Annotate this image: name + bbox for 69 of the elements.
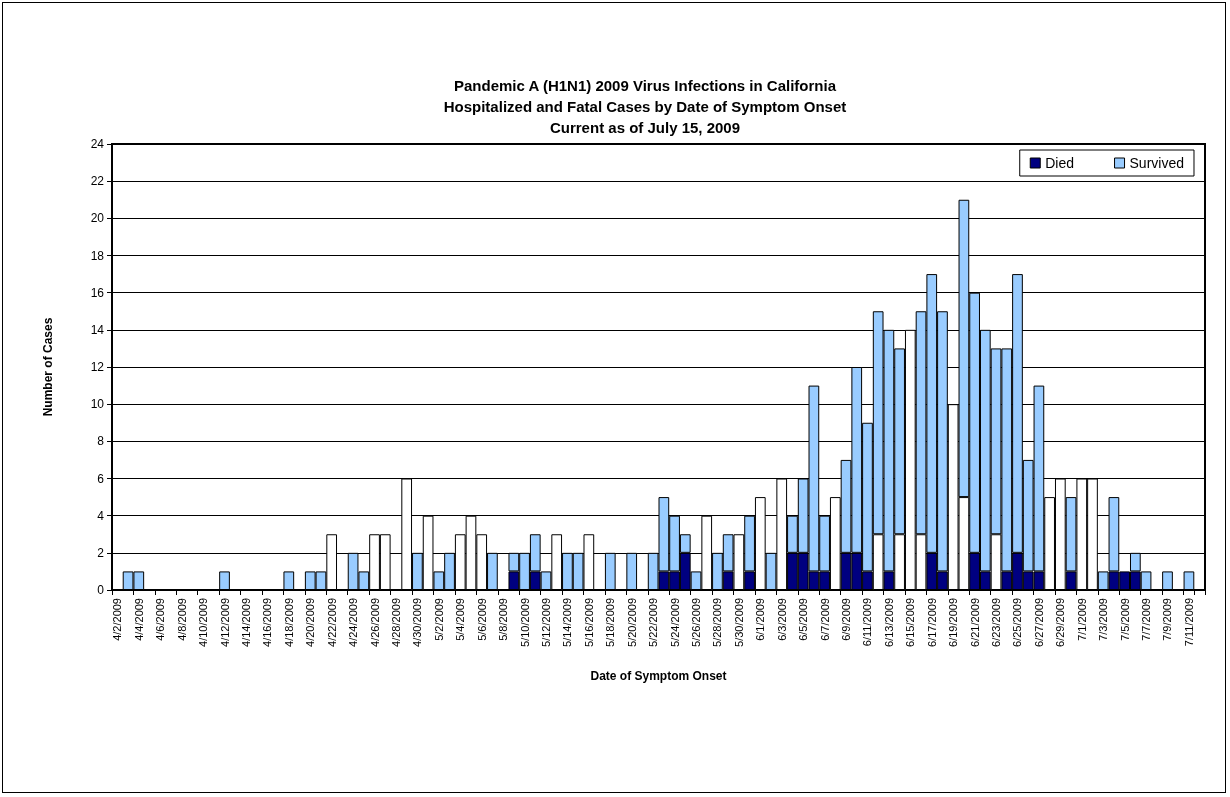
x-tick-label: 6/15/2009 [904,598,917,647]
x-tick-label: 5/10/2009 [518,598,531,647]
x-tick-label: 7/11/2009 [1182,598,1195,647]
y-tick-label: 2 [97,545,105,560]
y-tick-label: 10 [90,397,105,412]
x-tick-label: 5/12/2009 [539,598,552,647]
x-tick-label: 6/7/2009 [818,598,831,641]
y-axis-title: Number of Cases [41,317,55,417]
x-tick-label: 6/11/2009 [861,598,874,647]
x-tick-label: 5/2/2009 [432,598,445,641]
x-tick-label: 4/10/2009 [197,598,210,647]
legend-label: Died [1045,155,1075,171]
x-tick-label: 5/18/2009 [604,598,617,647]
x-tick-label: 4/4/2009 [132,598,145,641]
x-tick-label: 6/27/2009 [1032,598,1045,647]
x-tick-label: 4/28/2009 [389,598,402,647]
x-tick-label: 6/25/2009 [1011,598,1024,647]
y-tick-label: 24 [90,137,105,151]
x-tick-label: 7/5/2009 [1118,598,1131,641]
x-tick-label: 4/26/2009 [368,598,381,647]
x-tick-label: 5/20/2009 [625,598,638,647]
x-tick-label: 6/5/2009 [797,598,810,641]
y-tick-label: 16 [90,285,105,300]
chart-title: Pandemic A (H1N1) 2009 Virus Infections in California Hospitalized and Fatal Cases by Date of Symptom Onset Current as of July 15, 2009 [443,77,847,136]
x-tick-label: 6/13/2009 [882,598,895,647]
x-tick-label: 4/8/2009 [175,598,188,641]
x-tick-label: 4/16/2009 [261,598,274,647]
x-tick-label: 5/8/2009 [497,598,510,641]
y-tick-label: 22 [90,174,105,189]
x-tick-label: 6/17/2009 [925,598,938,647]
x-tick-label: 4/6/2009 [154,598,167,641]
x-tick-label: 7/7/2009 [1140,598,1153,641]
x-tick-label: 5/30/2009 [732,598,745,647]
x-axis-title: Date of Symptom Onset [590,669,727,683]
x-tick-label: 5/26/2009 [690,598,702,647]
legend-label: Survived [1129,155,1184,171]
y-tick-label: 12 [90,360,105,374]
x-tick-label: 5/4/2009 [454,598,467,641]
x-tick-label: 5/16/2009 [582,598,595,647]
x-tick-label: 6/29/2009 [1054,598,1067,647]
y-tick-label: 14 [90,322,105,337]
x-tick-label: 4/18/2009 [282,598,295,647]
x-tick-label: 5/6/2009 [475,598,488,641]
x-tick-label: 4/2/2009 [111,598,124,641]
x-tick-label: 5/22/2009 [647,598,660,647]
x-tick-label: 6/21/2009 [968,598,981,647]
x-tick-label: 5/14/2009 [561,598,574,647]
x-tick-label: 6/19/2009 [947,598,960,647]
x-tick-label: 6/23/2009 [990,598,1003,647]
x-tick-label: 6/9/2009 [840,598,853,641]
x-tick-label: 7/1/2009 [1075,598,1088,641]
x-tick-label: 4/30/2009 [411,598,424,647]
x-tick-label: 4/24/2009 [347,598,360,647]
y-tick-label: 4 [97,508,105,523]
y-tick-label: 20 [90,211,105,226]
x-tick-label: 7/9/2009 [1161,598,1174,641]
x-tick-label: 7/3/2009 [1097,598,1110,641]
y-tick-label: 0 [97,583,105,597]
x-tick-label: 5/24/2009 [668,598,681,647]
x-tick-label: 4/22/2009 [325,598,338,647]
x-tick-label: 4/20/2009 [304,598,317,647]
x-tick-label: 4/12/2009 [218,598,231,647]
y-tick-label: 18 [90,248,105,263]
x-tick-label: 5/28/2009 [711,598,724,647]
y-tick-label: 8 [97,434,105,449]
x-tick-label: 6/1/2009 [754,598,767,641]
y-tick-label: 6 [97,471,105,486]
x-tick-label: 4/14/2009 [239,598,252,647]
x-tick-label: 6/3/2009 [775,598,788,641]
